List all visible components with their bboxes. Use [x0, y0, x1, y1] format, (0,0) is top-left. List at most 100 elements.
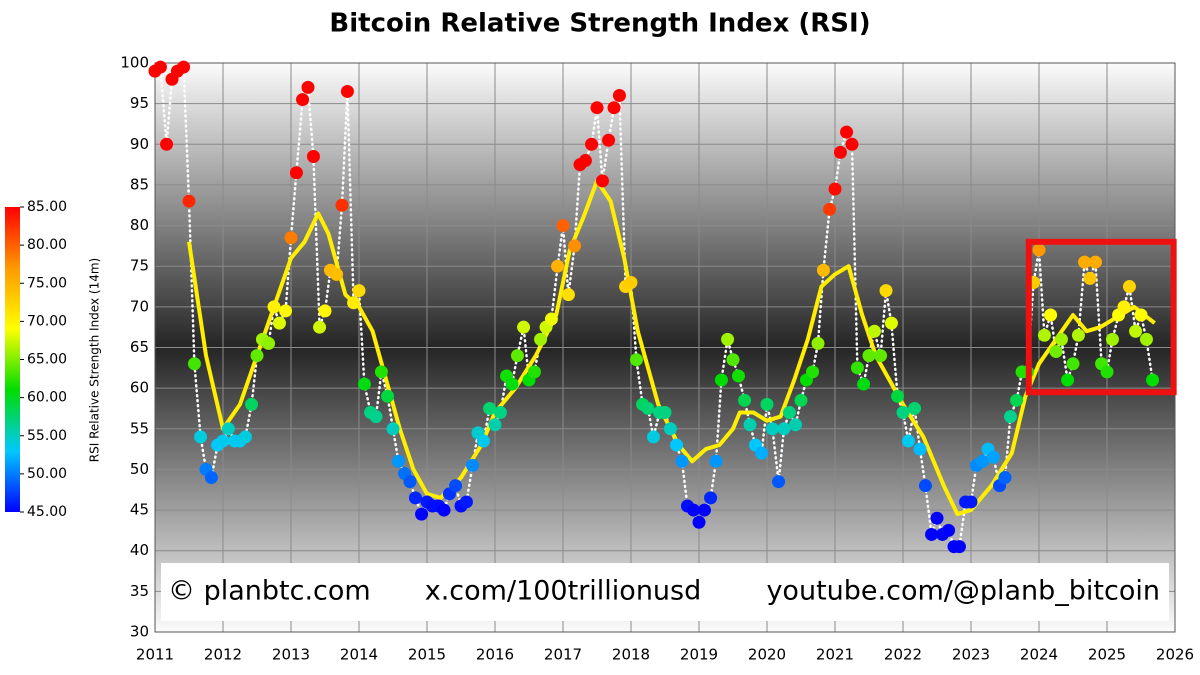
colorbar-tick-label: 70.00: [27, 313, 67, 329]
x-tick-label: 2016: [476, 646, 514, 664]
x-tick-label: 2013: [272, 646, 310, 664]
rsi-dot: [986, 450, 1000, 464]
rsi-dot: [806, 365, 820, 379]
rsi-dot: [505, 377, 519, 391]
rsi-dot: [942, 523, 956, 537]
x-tick-label: 2017: [544, 646, 582, 664]
rsi-dot: [1105, 332, 1119, 346]
rsi-dot: [777, 422, 791, 436]
rsi-dot: [1088, 255, 1102, 269]
rsi-dot: [884, 316, 898, 330]
rsi-dot: [629, 353, 643, 367]
rsi-dot: [1078, 255, 1092, 269]
y-tick-label: 55: [130, 419, 149, 437]
rsi-dot: [1129, 324, 1143, 338]
rsi-dot: [697, 503, 711, 517]
rsi-dot: [913, 442, 927, 456]
rsi-dot: [391, 454, 405, 468]
rsi-dot: [879, 284, 893, 298]
rsi-dot: [250, 349, 264, 363]
rsi-dot: [721, 332, 735, 346]
rsi-dot: [1083, 271, 1097, 285]
rsi-dot: [1037, 328, 1051, 342]
rsi-dot: [908, 401, 922, 415]
rsi-dot: [828, 182, 842, 196]
rsi-dot: [1146, 373, 1160, 387]
x-tick-label: 2024: [1020, 646, 1058, 664]
x-tick-label: 2022: [884, 646, 922, 664]
rsi-dot: [534, 332, 548, 346]
y-tick-label: 30: [130, 623, 149, 641]
colorbar-label: RSI Relative Strength Index (14m): [88, 258, 102, 462]
rsi-dot: [561, 288, 575, 302]
highlight-box: [1025, 238, 1177, 396]
rsi-dot: [1117, 300, 1131, 314]
colorbar-tick-label: 45.00: [27, 504, 67, 520]
rsi-dot: [517, 320, 531, 334]
rsi-dot: [347, 296, 361, 310]
watermark-text: youtube.com/@planb_bitcoin: [766, 576, 1160, 607]
rsi-dot: [357, 377, 371, 391]
rsi-dot: [714, 373, 728, 387]
rsi-dot: [352, 284, 366, 298]
colorbar-tick-label: 65.00: [27, 352, 67, 368]
rsi-dot: [789, 418, 803, 432]
rsi-dot: [187, 357, 201, 371]
rsi-dot: [874, 349, 888, 363]
rsi-dot: [675, 454, 689, 468]
rsi-dot: [493, 406, 507, 420]
y-tick-label: 65: [130, 338, 149, 356]
rsi-dot: [340, 84, 354, 98]
x-tick-label: 2021: [816, 646, 854, 664]
colorbar-tick-label: 80.00: [27, 237, 67, 253]
rsi-dot: [578, 154, 592, 168]
y-tick-label: 45: [130, 501, 149, 519]
x-tick-label: 2018: [612, 646, 650, 664]
rsi-dot: [262, 336, 276, 350]
rsi-dot: [466, 458, 480, 472]
rsi-dot: [194, 430, 208, 444]
y-tick-label: 50: [130, 460, 149, 478]
rsi-dot: [335, 198, 349, 212]
rsi-dot: [381, 389, 395, 403]
rsi-dot: [330, 267, 344, 281]
x-tick-label: 2026: [1156, 646, 1194, 664]
rsi-dot: [403, 475, 417, 489]
rsi-dot: [1100, 365, 1114, 379]
rsi-dot: [415, 507, 429, 521]
rsi-dot: [279, 304, 293, 318]
rsi-dot: [510, 349, 524, 363]
rsi-dot: [816, 263, 830, 277]
rsi-dot: [272, 316, 286, 330]
colorbar-tick-label: 60.00: [27, 390, 67, 406]
x-tick-label: 2023: [952, 646, 990, 664]
y-tick-label: 70: [130, 297, 149, 315]
rsi-dot: [1134, 308, 1148, 322]
y-tick-label: 40: [130, 541, 149, 559]
rsi-dot: [624, 275, 638, 289]
y-tick-label: 60: [130, 379, 149, 397]
y-tick-label: 35: [130, 582, 149, 600]
rsi-dot: [204, 471, 218, 485]
rsi-dot: [850, 361, 864, 375]
rsi-dot: [612, 89, 626, 103]
y-tick-label: 100: [120, 54, 149, 72]
y-tick-label: 75: [130, 257, 149, 275]
watermark-text: © planbtc.com: [168, 576, 371, 607]
rsi-dot: [930, 511, 944, 525]
x-tick-label: 2012: [204, 646, 242, 664]
rsi-dot: [794, 393, 808, 407]
watermark-box: [161, 563, 1169, 621]
rsi-dot: [891, 389, 905, 403]
rsi-dot: [901, 434, 915, 448]
rsi-dot: [1071, 328, 1085, 342]
rsi-dot: [772, 475, 786, 489]
rsi-dot: [556, 219, 570, 233]
colorbar-tick-label: 85.00: [27, 199, 67, 215]
rsi-dot: [369, 410, 383, 424]
colorbar: [5, 207, 20, 512]
colorbar-tick-label: 55.00: [27, 428, 67, 444]
x-tick-label: 2014: [340, 646, 378, 664]
rsi-dot: [595, 174, 609, 188]
